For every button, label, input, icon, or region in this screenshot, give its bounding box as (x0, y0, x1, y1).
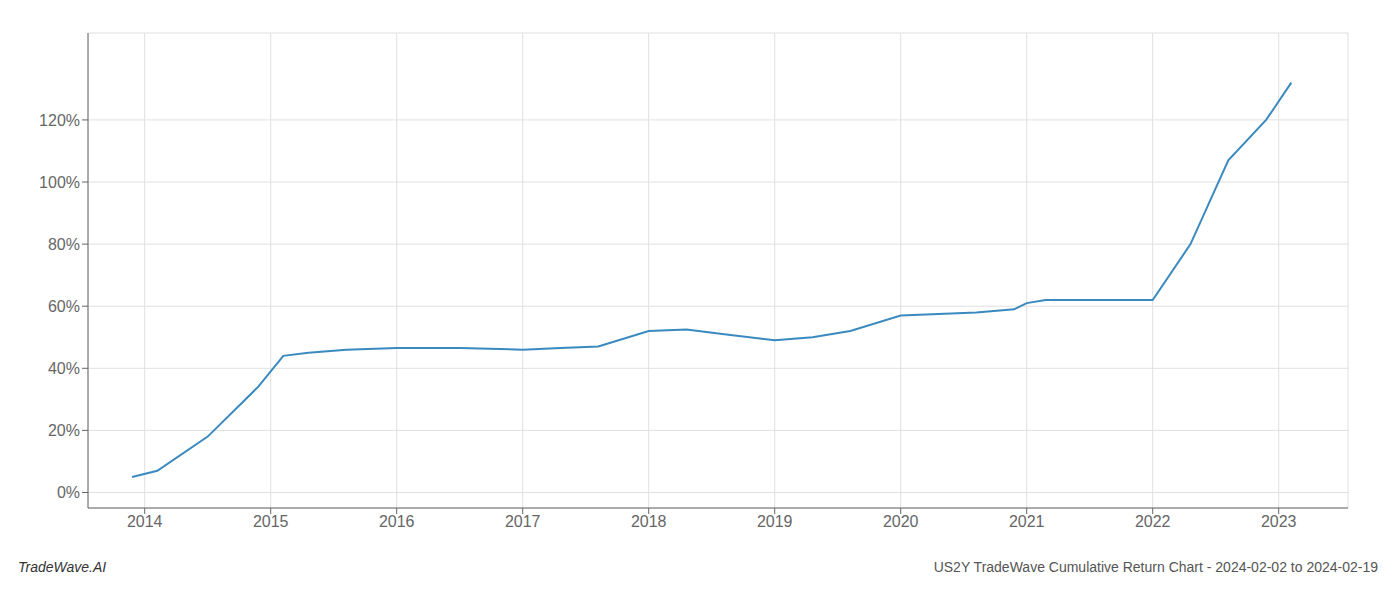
svg-text:2019: 2019 (757, 513, 793, 530)
svg-text:2021: 2021 (1009, 513, 1045, 530)
svg-text:0%: 0% (57, 484, 80, 501)
html-text:TradeWave.AI: TradeWave.AI (18, 559, 107, 575)
svg-text:2014: 2014 (127, 513, 163, 530)
svg-text:2017: 2017 (505, 513, 541, 530)
svg-text:40%: 40% (48, 360, 80, 377)
svg-text:2016: 2016 (379, 513, 415, 530)
svg-text:60%: 60% (48, 298, 80, 315)
html-text:US2Y TradeWave Cumulative Retu: US2Y TradeWave Cumulative Return Chart -… (933, 559, 1378, 575)
svg-text:2015: 2015 (253, 513, 289, 530)
svg-text:2023: 2023 (1261, 513, 1297, 530)
svg-text:80%: 80% (48, 236, 80, 253)
svg-text:100%: 100% (39, 174, 80, 191)
svg-text:120%: 120% (39, 112, 80, 129)
svg-text:2018: 2018 (631, 513, 667, 530)
svg-text:2022: 2022 (1135, 513, 1171, 530)
svg-text:20%: 20% (48, 422, 80, 439)
svg-text:2020: 2020 (883, 513, 919, 530)
